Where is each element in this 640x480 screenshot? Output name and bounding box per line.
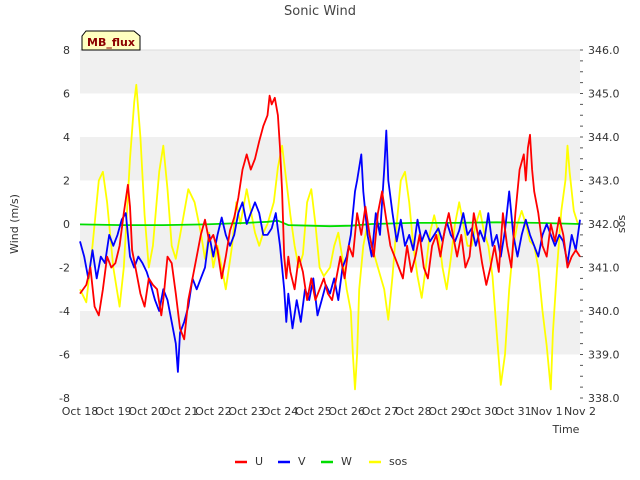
legend-label-w: W	[341, 455, 352, 468]
y-left-tick-label: -6	[59, 349, 70, 362]
y-right-tick-label: 340.0	[588, 305, 620, 318]
y-left-tick-label: -4	[59, 305, 70, 318]
series-line-u	[79, 94, 581, 341]
y-right-tick-label: 346.0	[588, 44, 620, 57]
series-line-sos	[79, 83, 580, 391]
x-tick-label: Oct 25	[295, 405, 332, 418]
y-right-tick-label: 342.0	[588, 218, 620, 231]
x-tick-label: Oct 24	[262, 405, 299, 418]
x-tick-label: Nov 1	[531, 405, 563, 418]
x-tick-label: Oct 28	[395, 405, 432, 418]
x-tick-label: Oct 26	[328, 405, 365, 418]
x-tick-label: Oct 22	[195, 405, 232, 418]
y-left-tick-label: 2	[63, 175, 70, 188]
x-tick-label: Oct 19	[95, 405, 132, 418]
y-left-tick-label: 4	[63, 131, 70, 144]
y-right-tick-label: 341.0	[588, 262, 620, 275]
legend-label-sos: sos	[389, 455, 407, 468]
y-left-tick-label: 6	[63, 88, 70, 101]
band	[80, 180, 580, 224]
y-left-tick-label: 0	[63, 218, 70, 231]
band	[80, 267, 580, 311]
background-bands	[80, 49, 580, 398]
y-right-tick-label: 338.0	[588, 392, 620, 405]
right-axis-title: sos	[615, 215, 628, 233]
band	[80, 137, 580, 181]
y-left-tick-label: -2	[59, 262, 70, 275]
x-tick-label: Oct 18	[62, 405, 99, 418]
right-axis: 346.0 345.0 344.0 343.0 342.0 341.0 340.0 339.0…	[580, 44, 620, 405]
x-tick-label: Oct 21	[162, 405, 199, 418]
y-right-tick-label: 343.0	[588, 175, 620, 188]
band	[80, 50, 580, 94]
badge-shape	[81, 30, 141, 51]
y-right-tick-label: 339.0	[588, 349, 620, 362]
y-left-tick-label: -8	[59, 392, 70, 405]
x-tick-label: Oct 20	[128, 405, 165, 418]
x-tick-label: Oct 27	[362, 405, 399, 418]
legend-label-u: U	[255, 455, 263, 468]
y-right-tick-label: 344.0	[588, 131, 620, 144]
series-layer	[79, 83, 581, 391]
x-tick-label: Oct 30	[462, 405, 499, 418]
x-tick-label: Oct 29	[428, 405, 465, 418]
y-left-tick-label: 8	[63, 44, 70, 57]
y-right-tick-label: 345.0	[588, 88, 620, 101]
x-tick-label: Nov 2	[564, 405, 596, 418]
band	[80, 354, 580, 398]
badge: MB_flux	[81, 30, 141, 51]
chart-title: Sonic Wind	[284, 4, 356, 19]
x-tick-label: Oct 31	[495, 405, 532, 418]
x-axis-title: Time	[552, 423, 580, 436]
left-axis: 8 6 4 2 0 -2 -4 -6 -8	[59, 44, 70, 405]
band	[80, 93, 580, 137]
series-line-v	[79, 129, 581, 373]
legend-label-v: V	[298, 455, 306, 468]
badge-text: MB_flux	[87, 36, 135, 49]
left-axis-title: Wind (m/s)	[8, 194, 21, 254]
x-tick-label: Oct 23	[228, 405, 265, 418]
